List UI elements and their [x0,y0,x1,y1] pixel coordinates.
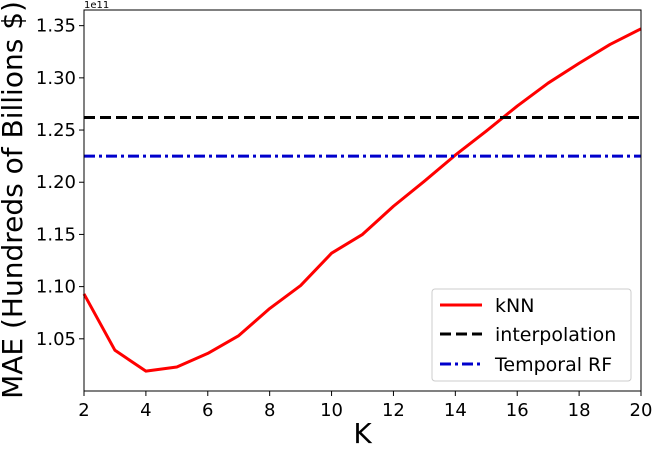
y-tick-label: 1.25 [36,120,76,141]
series-line-knn [82,27,642,373]
y-tick-label: 1.05 [36,329,76,350]
legend-label-temporal-rf: Temporal RF [494,354,612,376]
legend-label-knn: kNN [495,295,534,317]
y-tick-label: 1.20 [36,172,76,193]
y-tick-label: 1.35 [36,16,76,37]
y-offset-text: 1e11 [84,0,109,11]
y-tick-label: 1.15 [36,224,76,245]
x-tick-label: 18 [568,400,591,421]
x-tick-label: 8 [264,400,275,421]
y-axis-label: MAE (Hundreds of Billions $) [0,1,29,399]
x-tick-label: 6 [202,400,213,421]
legend: kNN interpolation Temporal RF [431,288,632,382]
x-tick-label: 2 [78,400,89,421]
x-tick-label: 16 [506,400,529,421]
x-axis-label: K [353,417,372,449]
x-tick-label: 12 [382,400,405,421]
x-tick-label: 4 [140,400,151,421]
y-tick-label: 1.10 [36,277,76,298]
x-tick-label: 14 [444,400,467,421]
legend-label-interpolation: interpolation [495,324,616,346]
x-tick-label: 10 [320,400,343,421]
y-tick-label: 1.30 [36,68,76,89]
x-tick-label: 20 [630,400,653,421]
plot-frame [83,9,642,392]
legend-box [431,288,632,382]
